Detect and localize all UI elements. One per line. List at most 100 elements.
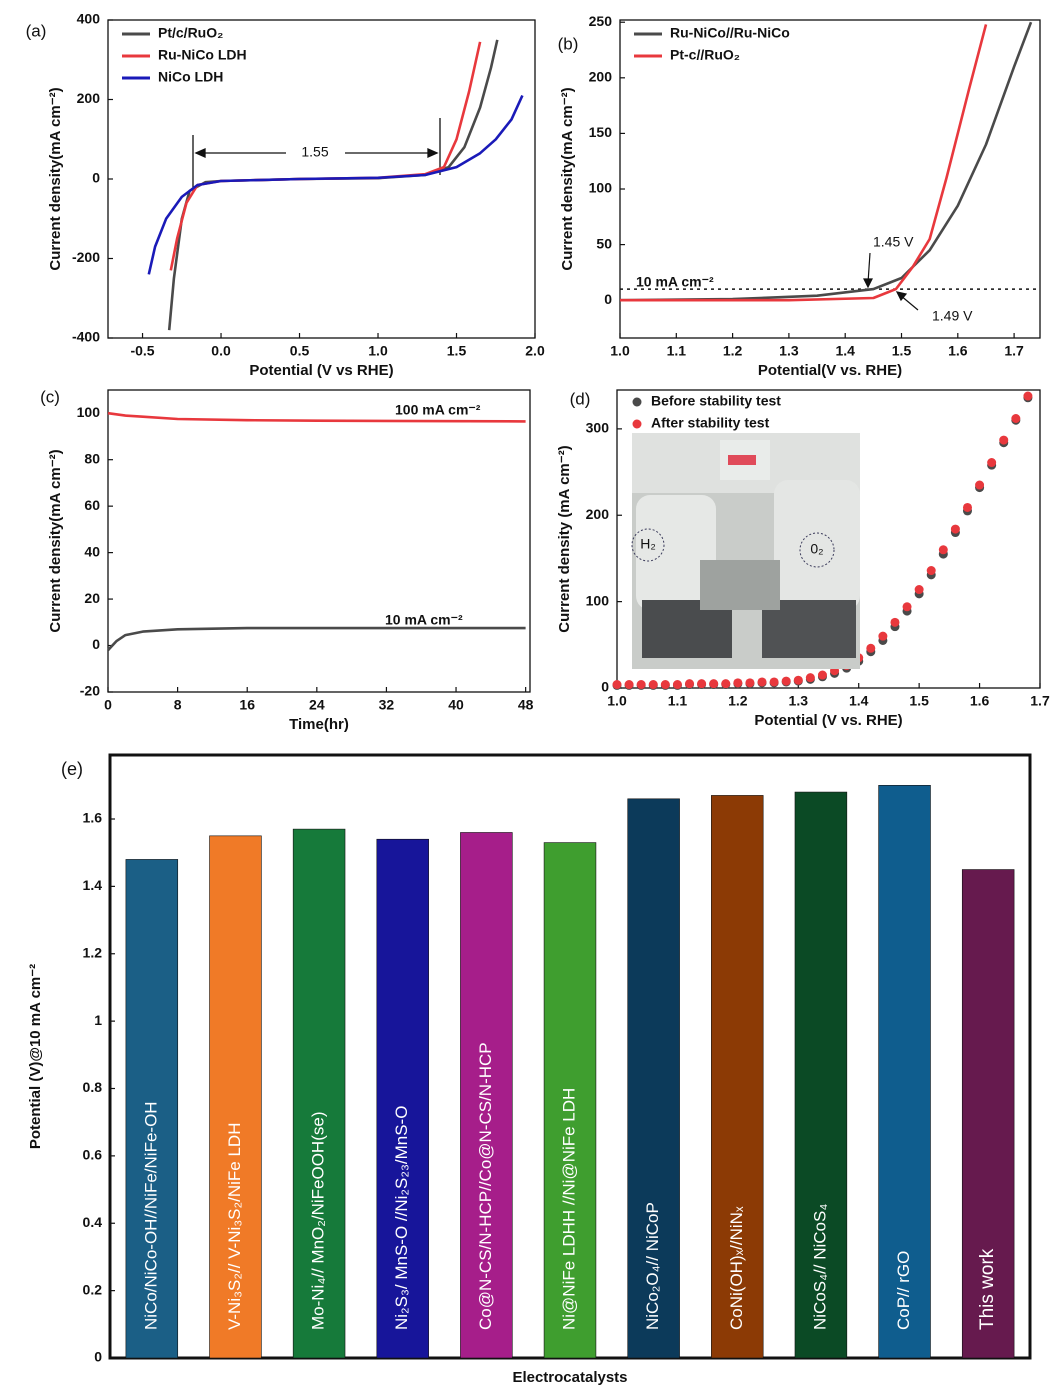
- y-axis-label: Current density (mA cm⁻²): [556, 445, 573, 632]
- x-tick-label: 1.2: [728, 693, 748, 709]
- y-tick-label: 0.2: [83, 1281, 103, 1297]
- legend-marker: [632, 397, 642, 407]
- point: [648, 680, 658, 690]
- y-tick-label: 1: [94, 1012, 102, 1028]
- x-tick-label: 1.7: [1004, 343, 1024, 359]
- bar-label: Ni₂S₃/ MnS-O //Ni₂S₂₃/MnS-O: [392, 1106, 411, 1330]
- y-tick-label: 0: [92, 170, 100, 186]
- panel-a-decor: [192, 118, 441, 188]
- point: [1011, 414, 1021, 424]
- bar-label: NiCo₂O₄// NiCoP: [643, 1202, 662, 1330]
- point: [975, 480, 985, 490]
- annotation: 10 mA cm⁻²: [385, 612, 463, 628]
- x-tick-label: 1.5: [909, 693, 929, 709]
- legend-label: Pt/c/RuO₂: [158, 25, 223, 41]
- series-line: [107, 626, 526, 652]
- legend-label: Pt-c//RuO₂: [670, 47, 740, 63]
- point: [793, 675, 803, 685]
- point: [890, 617, 900, 627]
- x-tick-label: 24: [309, 697, 325, 713]
- photo-cell: [774, 480, 860, 610]
- y-tick-label: 250: [589, 13, 613, 29]
- y-tick-label: 50: [596, 235, 612, 251]
- x-tick-label: 1.1: [667, 343, 687, 359]
- y-tick-label: -200: [72, 249, 100, 265]
- bar-label: NiCoS₄// NiCoS₄: [810, 1204, 829, 1330]
- y-tick-label: 200: [586, 506, 610, 522]
- x-tick-label: 0.5: [290, 343, 310, 359]
- x-tick-label: 1.0: [610, 343, 630, 359]
- photo-part: [700, 560, 780, 610]
- point: [987, 458, 997, 468]
- bar: [711, 795, 764, 1359]
- annotation: 100 mA cm⁻²: [395, 402, 481, 418]
- panel-label: (d): [570, 389, 591, 408]
- x-tick-label: 40: [448, 697, 464, 713]
- x-tick-label: 16: [239, 697, 255, 713]
- y-tick-label: 200: [589, 69, 613, 85]
- point: [721, 679, 731, 689]
- x-tick-label: 1.0: [368, 343, 388, 359]
- bar: [961, 869, 1015, 1359]
- point: [962, 502, 972, 512]
- y-axis-label: Current density(mA cm⁻²): [559, 87, 576, 270]
- x-tick-label: 1.5: [892, 343, 912, 359]
- bar: [292, 828, 346, 1359]
- series-line: [620, 24, 988, 302]
- point: [1023, 391, 1033, 401]
- point: [817, 670, 827, 680]
- x-axis-label: Time(hr): [289, 716, 349, 733]
- point: [878, 631, 888, 641]
- y-tick-label: 60: [84, 497, 100, 513]
- y-tick-label: 0: [92, 636, 100, 652]
- bar: [209, 835, 262, 1359]
- point: [624, 680, 634, 690]
- y-tick-label: 200: [77, 90, 101, 106]
- x-tick-label: -0.5: [130, 343, 154, 359]
- series-line: [147, 94, 524, 275]
- point: [612, 680, 622, 690]
- panel: (e) 0 0.2 0.4 0.6 0.8 1 1.2 1.4 1.6 Electrocatalys…: [27, 753, 1032, 1386]
- annotation: 1.55: [301, 144, 328, 160]
- x-tick-label: 0: [104, 697, 112, 713]
- bar-label: Ni@NiFe LDHH //Ni@NiFe LDH: [559, 1088, 578, 1330]
- annotation: 10 mA cm⁻²: [636, 274, 714, 290]
- panel-label: (e): [61, 759, 83, 779]
- x-tick-label: 1.3: [789, 693, 809, 709]
- inset-photo: [631, 433, 860, 669]
- bar: [794, 791, 848, 1359]
- point: [660, 680, 670, 690]
- bar-label: Mo-Ni₄// MnO₂/NiFeOOH(se): [309, 1112, 328, 1331]
- y-tick-label: 150: [589, 124, 613, 140]
- annotation: 0₂: [810, 541, 823, 557]
- bar-label: CoP// rGO: [894, 1251, 913, 1330]
- bar: [543, 842, 597, 1359]
- point: [999, 435, 1009, 445]
- y-tick-label: 0.8: [83, 1079, 103, 1095]
- point: [685, 679, 695, 689]
- x-tick-label: 1.4: [835, 343, 855, 359]
- plot-frame: [619, 19, 1041, 339]
- x-tick-label: 8: [174, 697, 182, 713]
- y-tick-label: 1.2: [83, 944, 103, 960]
- x-tick-label: 1.4: [849, 693, 869, 709]
- x-tick-label: 48: [518, 697, 534, 713]
- y-tick-label: 100: [77, 404, 101, 420]
- point: [926, 566, 936, 576]
- x-tick-label: 1.3: [779, 343, 799, 359]
- y-tick-label: 1.4: [83, 877, 103, 893]
- panel: (d) 0 100 200 300 1.0 1.1 1.2 1.3 1.4 1.5 1.6 1.7 Pot…: [556, 389, 1050, 729]
- arrow: [867, 252, 871, 284]
- point: [950, 524, 960, 534]
- x-tick-label: 1.2: [723, 343, 743, 359]
- arrow-head: [863, 278, 873, 289]
- legend-label: Ru-NiCo LDH: [158, 47, 247, 63]
- y-tick-label: 100: [589, 180, 613, 196]
- annotation: 1.49 V: [932, 308, 973, 324]
- legend-label: NiCo LDH: [158, 69, 223, 85]
- series-line: [619, 21, 1033, 302]
- arrow-head: [194, 147, 439, 159]
- plot-frame: [107, 389, 531, 693]
- x-axis-label: Potential (V vs RHE): [249, 362, 393, 379]
- y-tick-label: 0: [604, 291, 612, 307]
